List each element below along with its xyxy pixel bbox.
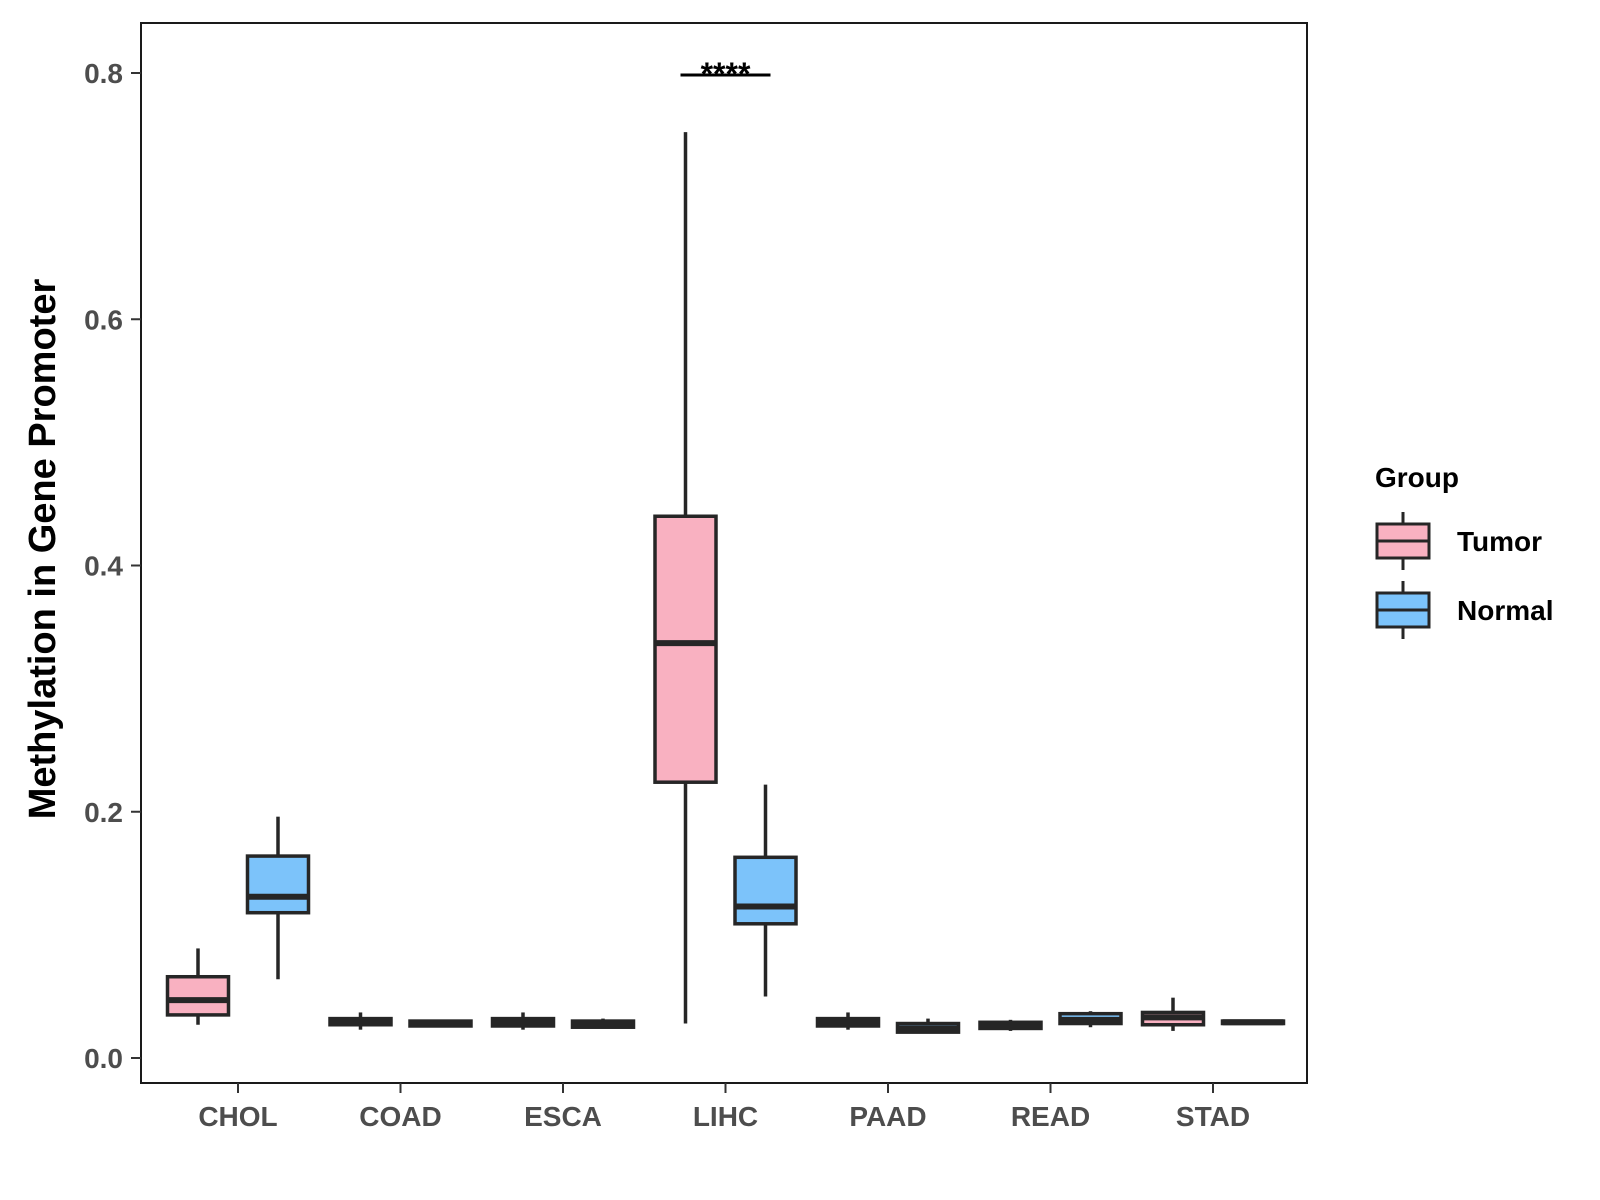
box-body [653, 514, 718, 784]
box-normal-stad [1220, 1019, 1286, 1026]
box-tumor-lihc [653, 132, 718, 1024]
box-tumor-esca [490, 1012, 556, 1030]
legend: Group Tumor Normal [1375, 462, 1553, 639]
x-tick-label: LIHC [693, 1101, 758, 1132]
box-normal-read [1058, 1011, 1123, 1028]
box-tumor-chol [165, 948, 231, 1025]
legend-label: Tumor [1457, 526, 1542, 557]
y-tick-label: 0.8 [84, 58, 123, 89]
box-tumor-read [978, 1019, 1043, 1031]
x-tick-label: READ [1011, 1101, 1090, 1132]
x-tick-label: ESCA [524, 1101, 602, 1132]
y-axis-title: Methylation in Gene Promoter [22, 279, 64, 820]
legend-entry-normal: Normal [1375, 581, 1553, 639]
legend-label: Normal [1457, 595, 1553, 626]
box-normal-coad [408, 1019, 473, 1028]
x-axis: CHOL COAD ESCA LIHC PAAD READ STAD [198, 1083, 1250, 1132]
y-axis: 0.0 0.2 0.4 0.6 0.8 [84, 58, 141, 1074]
x-tick-label: STAD [1176, 1101, 1250, 1132]
box-tumor-paad [815, 1012, 881, 1030]
significance-annotations: **** [680, 56, 771, 92]
y-tick-label: 0.6 [84, 304, 123, 335]
box-tumor-stad [1140, 997, 1206, 1031]
x-tick-label: PAAD [849, 1101, 926, 1132]
box-body [245, 854, 311, 915]
box-body [165, 974, 231, 1017]
plot-area [165, 132, 1286, 1034]
plot-border [140, 22, 1308, 1084]
box-normal-esca [570, 1018, 636, 1029]
box-normal-paad [895, 1018, 961, 1034]
box-normal-chol [245, 816, 311, 980]
legend-entry-tumor: Tumor [1375, 512, 1542, 570]
y-tick-label: 0.4 [84, 551, 123, 582]
y-tick-label: 0.0 [84, 1043, 123, 1074]
x-tick-label: CHOL [198, 1101, 277, 1132]
significance-label: **** [701, 56, 751, 92]
box-tumor-coad [328, 1012, 393, 1030]
legend-title: Group [1375, 462, 1459, 493]
box-normal-lihc [733, 784, 798, 997]
x-tick-label: COAD [359, 1101, 441, 1132]
box-body [733, 855, 798, 926]
y-tick-label: 0.2 [84, 797, 123, 828]
